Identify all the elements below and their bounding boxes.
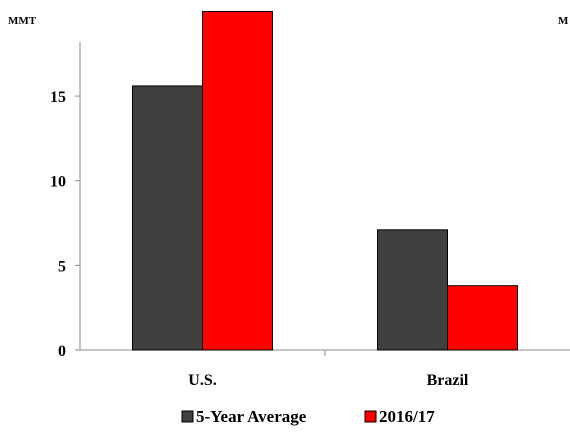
bars <box>132 10 518 351</box>
y-tick-label: 15 <box>50 89 66 106</box>
legend-label: 2016/17 <box>379 407 435 426</box>
bar-brazil-2016-17 <box>447 285 518 351</box>
bar-us-2016-17 <box>202 10 273 351</box>
y-tick-label: 10 <box>50 174 66 191</box>
x-category-label: Brazil <box>427 372 469 389</box>
legend-label: 5-Year Average <box>196 407 307 426</box>
bar-brazil-5-year-average <box>377 229 448 351</box>
bar-us-5-year-average <box>132 85 203 351</box>
y-tick-labels: 0 5 10 15 <box>50 89 66 360</box>
y-axis-unit-right: M <box>558 15 569 27</box>
y-axis-unit-left: MMT <box>8 15 37 27</box>
category-labels: U.S. Brazil <box>188 372 469 389</box>
legend: 5-Year Average 2016/17 <box>181 407 435 426</box>
x-category-label: U.S. <box>188 372 216 389</box>
legend-swatch <box>364 410 377 423</box>
legend-swatch <box>181 410 194 423</box>
y-tick-label: 5 <box>58 258 66 275</box>
y-tick-label: 0 <box>58 343 66 360</box>
